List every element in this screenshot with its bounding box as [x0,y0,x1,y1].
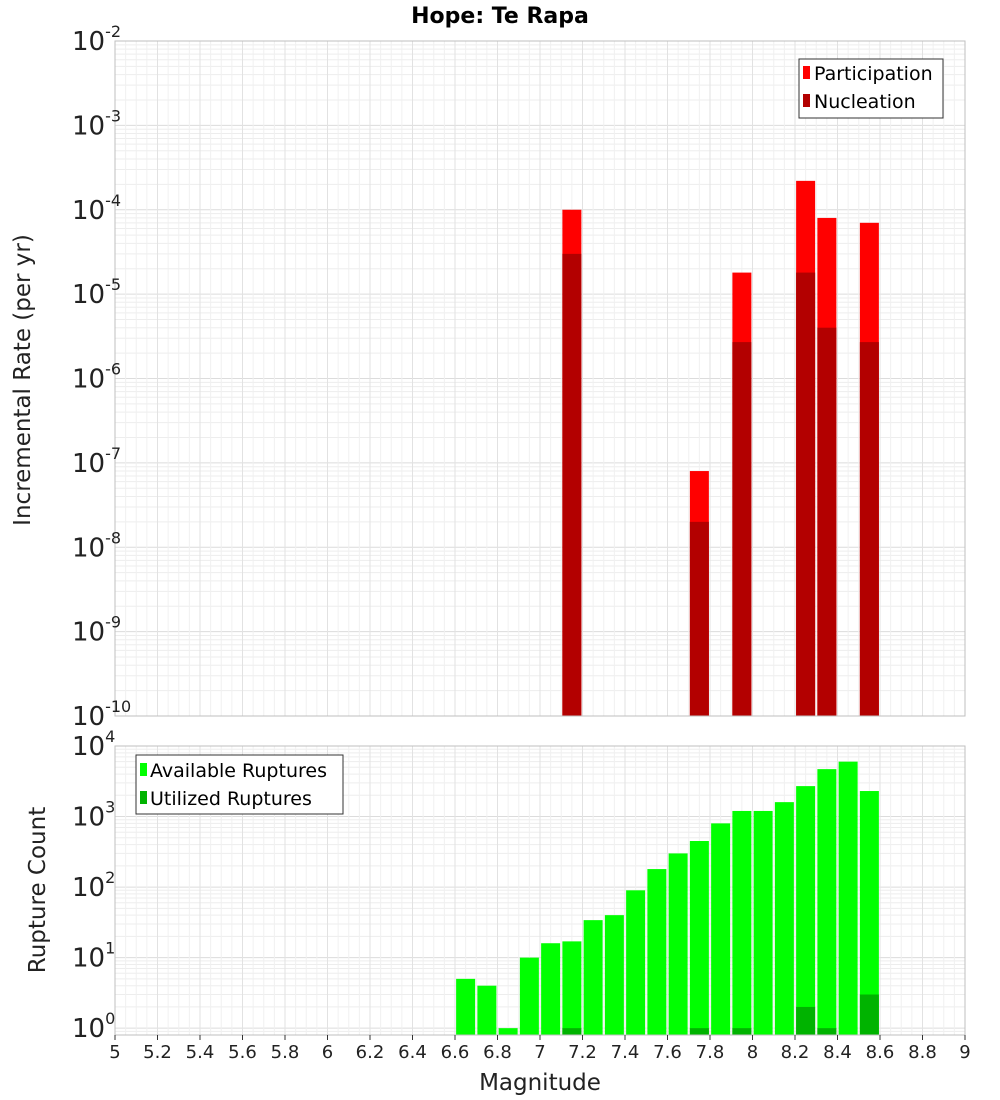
top-nucleation-bar [859,342,879,716]
available-legend-label: Available Ruptures [150,760,327,782]
bottom-y-tick-label: 103 [72,798,115,833]
x-tick-label: 8.6 [866,1042,895,1063]
bottom-available-ruptures-bar [796,786,816,1035]
x-tick-label: 8.4 [823,1042,852,1063]
bottom-available-ruptures-bar [838,761,858,1035]
x-tick-label: 8.2 [781,1042,810,1063]
bottom-available-ruptures-bar [732,810,752,1035]
bottom-available-ruptures-bar [647,869,667,1035]
top-y-axis-label: Incremental Rate (per yr) [10,234,36,526]
bottom-available-ruptures-bar [753,810,773,1035]
x-tick-label: 8 [747,1042,758,1063]
x-tick-label: 5.4 [186,1042,215,1063]
x-tick-label: 7.4 [611,1042,640,1063]
top-nucleation-bar [562,253,582,716]
top-nucleation-bar [796,272,816,716]
bottom-utilized-ruptures-bar [732,1028,752,1035]
x-tick-label: 8.8 [908,1042,937,1063]
top-legend: Participation Nucleation [798,58,944,119]
available-legend-swatch [140,763,147,776]
top-nucleation-bar [732,342,752,716]
bottom-available-ruptures-bar [626,890,646,1035]
x-tick-label: 9 [959,1042,970,1063]
x-tick-label: 7.6 [653,1042,682,1063]
bottom-available-ruptures-bar [774,802,794,1035]
top-bars [562,180,879,716]
top-y-tick-label: 10-7 [72,444,121,479]
top-y-tick-label: 10-8 [72,528,121,563]
bottom-available-ruptures-bar [498,1028,518,1035]
participation-legend-label: Participation [814,63,933,85]
x-ticks: 5 5.2 5.4 5.6 5.8 6 6.2 6.4 6.6 6.8 7 7.2 7.4 7.6 7.8 8… [109,1035,971,1063]
top-plot-frame [114,40,966,717]
bottom-available-ruptures-bar [519,957,539,1035]
utilized-legend-label: Utilized Ruptures [150,788,312,810]
bottom-available-ruptures-bar [711,823,731,1035]
participation-legend-swatch [803,66,810,79]
bottom-utilized-ruptures-bar [859,994,879,1035]
bottom-available-ruptures-bar [456,978,476,1035]
bottom-y-tick-label: 104 [72,727,115,762]
top-y-tick-label: 10-4 [72,191,121,226]
x-tick-label: 6.2 [356,1042,385,1063]
x-tick-label: 7 [534,1042,545,1063]
top-nucleation-bar [817,327,837,716]
bottom-available-ruptures-bar [541,943,561,1035]
bottom-legend: Available Ruptures Utilized Ruptures [135,754,344,815]
x-axis-label: Magnitude [479,1070,601,1096]
top-y-tick-label: 10-5 [72,275,121,310]
top-legend-box [798,58,944,119]
utilized-legend-swatch [140,791,147,804]
top-y-tick-label: 10-9 [72,613,121,648]
top-gridlines [114,41,966,717]
x-tick-label: 7.2 [568,1042,597,1063]
x-tick-label: 5.2 [143,1042,172,1063]
chart-title: Hope: Te Rapa [411,4,589,29]
bottom-bars [456,761,879,1035]
bottom-y-axis-label: Rupture Count [25,807,51,973]
bottom-y-tick-label: 101 [72,939,115,974]
bottom-available-ruptures-bar [817,769,837,1035]
nucleation-legend-label: Nucleation [814,91,916,113]
bottom-y-tick-label: 100 [72,1009,115,1044]
top-y-tick-label: 10-2 [72,22,121,57]
x-tick-label: 5.6 [228,1042,257,1063]
top-y-tick-label: 10-3 [72,106,121,141]
x-tick-label: 6.6 [441,1042,470,1063]
x-tick-label: 6.4 [398,1042,427,1063]
nucleation-legend-swatch [803,94,810,107]
x-tick-label: 7.8 [696,1042,725,1063]
bottom-available-ruptures-bar [583,920,603,1035]
bottom-legend-box [135,754,344,815]
top-y-tick-label: 10-10 [72,697,131,732]
bottom-available-ruptures-bar [562,941,582,1035]
bottom-utilized-ruptures-bar [796,1006,816,1035]
x-tick-label: 6 [322,1042,333,1063]
x-tick-label: 5 [109,1042,120,1063]
bottom-available-ruptures-bar [689,841,709,1035]
bottom-available-ruptures-bar [477,985,497,1035]
x-tick-label: 5.8 [271,1042,300,1063]
bottom-y-tick-label: 102 [72,868,115,903]
bottom-y-ticks: 104 103 102 101 100 [72,727,115,1044]
top-y-ticks: 10-2 10-3 10-4 10-5 10-6 10-7 10-8 10-9 10-10 [72,22,131,732]
top-nucleation-bar [689,521,709,716]
top-y-tick-label: 10-6 [72,360,121,395]
bottom-available-ruptures-bar [859,791,879,1035]
bottom-available-ruptures-bar [604,915,624,1035]
bottom-utilized-ruptures-bar [689,1028,709,1035]
bottom-utilized-ruptures-bar [817,1028,837,1035]
bottom-available-ruptures-bar [668,853,688,1035]
x-tick-label: 6.8 [483,1042,512,1063]
bottom-utilized-ruptures-bar [562,1028,582,1035]
